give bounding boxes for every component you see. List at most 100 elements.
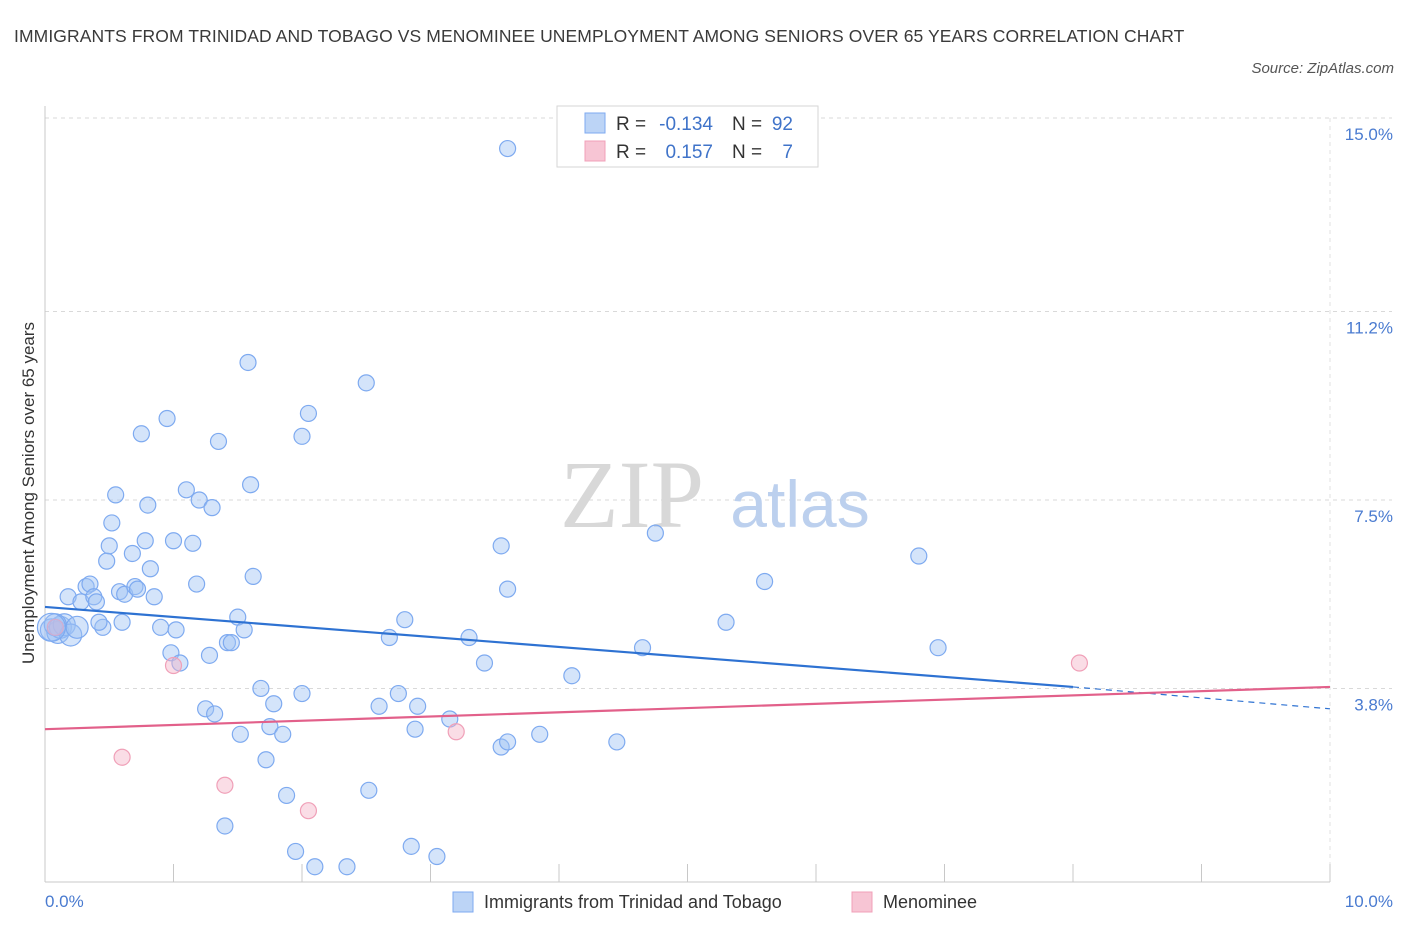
data-point-blue: [492, 537, 510, 555]
legend-swatch-blue: [584, 112, 606, 134]
data-point-blue: [59, 588, 77, 606]
data-point-blue: [360, 781, 378, 799]
stats-legend: R = -0.134 N = 92 R = 0.157 N = 7: [556, 105, 819, 168]
data-point-blue: [184, 534, 202, 552]
data-point-blue: [218, 634, 237, 652]
series-legend-swatch-blue: [452, 891, 474, 913]
data-point-pink: [299, 802, 318, 820]
data-point-blue: [633, 639, 652, 657]
watermark: ZIP atlas: [560, 441, 870, 548]
legend-r-value-blue: -0.134: [659, 114, 713, 135]
data-point-pink: [164, 656, 183, 675]
data-point-blue: [910, 547, 928, 565]
data-point-blue: [293, 684, 311, 703]
data-point-blue: [107, 486, 125, 504]
data-point-blue: [90, 613, 108, 631]
data-point-blue: [274, 725, 292, 743]
data-point-blue: [164, 532, 183, 550]
legend-r-label-blue: R =: [616, 114, 646, 135]
data-point-blue: [460, 628, 478, 647]
y-tick-label: 7.5%: [1354, 507, 1393, 526]
series-legend-swatch-pink: [851, 891, 873, 913]
data-point-blue: [428, 847, 446, 866]
data-point-blue: [239, 353, 257, 372]
legend-r-value-pink: 0.157: [665, 142, 713, 163]
y-tick-label: 15.0%: [1345, 125, 1393, 144]
gridlines: [45, 117, 1392, 882]
data-point-blue: [216, 817, 234, 835]
data-point-blue: [177, 481, 195, 499]
series-legend-label-pink: Menominee: [883, 892, 977, 912]
legend-n-label-pink: N =: [732, 142, 762, 163]
data-point-blue: [293, 427, 311, 445]
data-point-blue: [100, 537, 118, 555]
y-tick-labels: 15.0% 11.2% 7.5% 3.8%: [1345, 125, 1393, 714]
axes: [44, 106, 1331, 883]
data-point-blue: [188, 575, 206, 593]
data-point-pink: [113, 748, 131, 766]
data-point-blue: [357, 374, 375, 392]
data-point-blue: [87, 593, 106, 611]
data-point-blue: [409, 697, 427, 715]
data-point-blue: [36, 612, 67, 642]
data-point-blue: [646, 524, 664, 542]
data-point-blue: [265, 695, 283, 713]
data-point-blue: [139, 496, 157, 514]
data-point-blue: [396, 611, 414, 629]
data-point-blue: [126, 577, 144, 596]
legend-n-value-blue: 92: [772, 114, 793, 135]
data-point-blue: [299, 404, 318, 423]
data-point-blue: [499, 139, 517, 158]
series-legend: Immigrants from Trinidad and Tobago Meno…: [452, 891, 977, 913]
legend-swatch-pink: [584, 140, 606, 162]
data-point-blue: [257, 751, 275, 769]
data-point-blue: [235, 621, 253, 639]
y-axis-label: Unemployment Among Seniors over 65 years: [19, 322, 38, 664]
data-point-blue: [203, 499, 221, 517]
data-point-pink: [447, 723, 465, 741]
data-point-blue: [222, 634, 240, 652]
x-tick-label-max: 10.0%: [1345, 892, 1393, 911]
data-point-blue: [499, 580, 517, 598]
data-point-blue: [98, 552, 116, 570]
data-point-blue: [190, 491, 208, 509]
data-point-blue: [370, 697, 388, 715]
data-point-blue: [244, 567, 262, 586]
legend-r-label-pink: R =: [616, 142, 646, 163]
data-point-blue: [113, 613, 131, 631]
data-point-blue: [132, 425, 150, 443]
data-point-pink: [46, 618, 64, 636]
data-point-blue: [158, 409, 176, 428]
data-point-blue: [200, 646, 219, 664]
data-point-blue: [499, 733, 517, 751]
data-points: [36, 139, 1089, 876]
data-point-blue: [608, 733, 626, 751]
legend-n-label-blue: N =: [732, 114, 762, 135]
data-point-blue: [206, 705, 224, 723]
data-point-blue: [141, 560, 159, 578]
y-tick-label: 11.2%: [1346, 319, 1393, 338]
data-point-blue: [231, 725, 249, 743]
data-point-blue: [929, 639, 947, 657]
data-point-blue: [197, 700, 215, 718]
data-point-blue: [389, 684, 407, 703]
data-point-blue: [123, 544, 141, 563]
data-point-blue: [277, 786, 296, 805]
watermark-atlas: atlas: [730, 467, 869, 541]
data-point-blue: [81, 575, 99, 593]
data-point-blue: [145, 588, 163, 606]
data-point-blue: [475, 654, 494, 672]
data-point-blue: [65, 615, 89, 639]
trend-lines: [44, 605, 1331, 731]
data-point-blue: [755, 572, 774, 591]
data-point-blue: [136, 532, 154, 550]
trend-line-pink: [44, 685, 1331, 731]
data-point-blue: [380, 628, 398, 647]
data-point-blue: [286, 842, 305, 861]
data-point-blue: [406, 720, 424, 738]
trend-line-blue-extension: [1072, 686, 1331, 710]
data-point-blue: [242, 476, 260, 494]
data-point-blue: [209, 432, 228, 451]
y-tick-label: 3.8%: [1354, 695, 1393, 714]
data-point-blue: [152, 618, 170, 636]
